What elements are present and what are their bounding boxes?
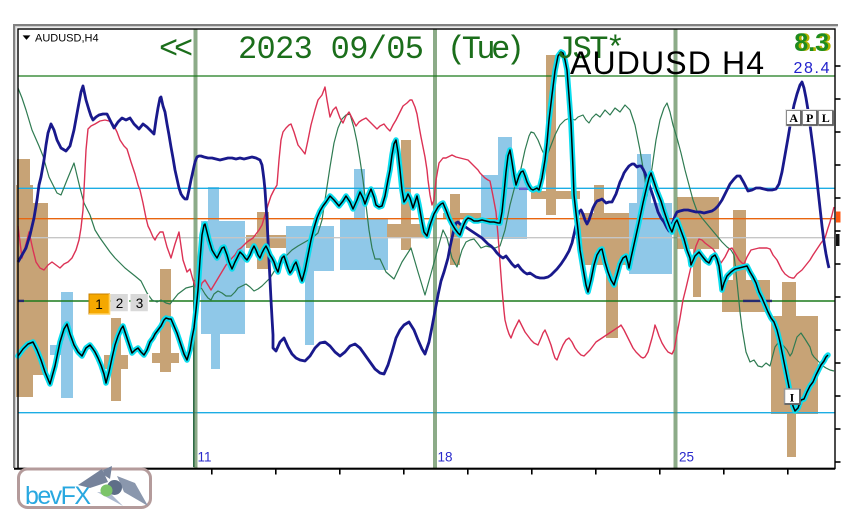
svg-text:L: L	[822, 111, 830, 125]
svg-text:25: 25	[679, 450, 694, 465]
svg-text:8.3: 8.3	[797, 29, 832, 57]
svg-text:AUDUSD,H4: AUDUSD,H4	[35, 33, 99, 45]
svg-text:bevFX: bevFX	[25, 482, 91, 510]
svg-text:1: 1	[95, 297, 103, 312]
svg-text:11: 11	[198, 450, 212, 465]
svg-text:(Tue): (Tue)	[447, 31, 525, 68]
svg-text:2023 09/05: 2023 09/05	[238, 31, 424, 68]
svg-text:18: 18	[438, 450, 453, 465]
svg-text:<: <	[174, 31, 193, 68]
svg-text:8.3: 8.3	[794, 29, 829, 57]
svg-text:2: 2	[116, 296, 124, 311]
svg-text:AUDUSD H4: AUDUSD H4	[570, 45, 764, 81]
svg-text:<: <	[159, 31, 178, 68]
svg-text:P: P	[806, 111, 813, 125]
svg-text:JST*: JST*	[556, 31, 625, 68]
svg-text:28.4: 28.4	[794, 60, 830, 77]
svg-text:3: 3	[136, 296, 144, 311]
svg-text:I: I	[790, 391, 795, 405]
svg-text:A: A	[789, 111, 798, 125]
